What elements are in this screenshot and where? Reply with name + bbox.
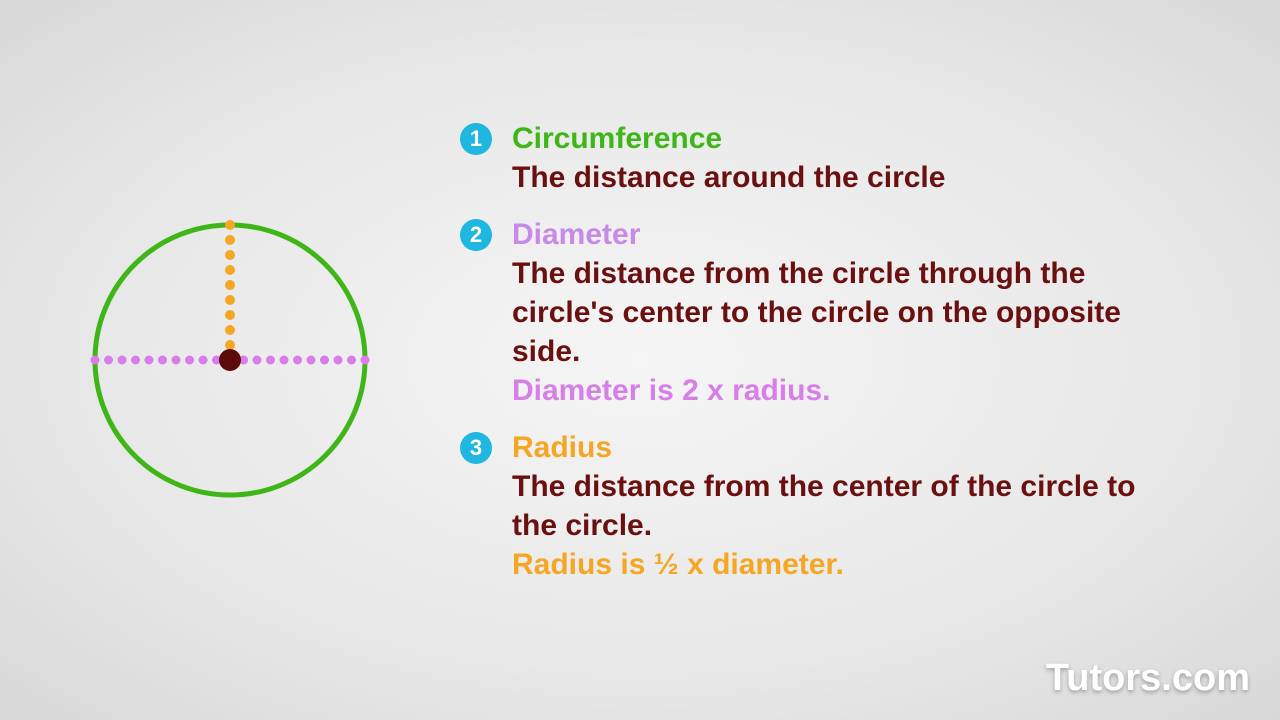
radius-dot xyxy=(225,340,235,350)
diameter-dot xyxy=(199,356,208,365)
definition-item: 1 CircumferenceThe distance around the ci… xyxy=(460,119,1160,197)
main-container: 1 CircumferenceThe distance around the ci… xyxy=(0,0,1280,720)
diameter-dot xyxy=(280,356,289,365)
radius-dot xyxy=(225,280,235,290)
diameter-dot xyxy=(172,356,181,365)
center-dot xyxy=(219,349,241,371)
diameter-dot xyxy=(266,356,275,365)
radius-dot xyxy=(225,250,235,260)
definition-content: RadiusThe distance from the center of th… xyxy=(512,428,1160,584)
diameter-dot xyxy=(307,356,316,365)
diameter-dot xyxy=(320,356,329,365)
diameter-dot xyxy=(145,356,154,365)
definition-formula: Radius is ½ x diameter. xyxy=(512,545,1160,584)
definition-text: The distance from the circle through the… xyxy=(512,254,1160,371)
diameter-dot xyxy=(118,356,127,365)
diameter-dot xyxy=(158,356,167,365)
diameter-dot xyxy=(185,356,194,365)
circle-diagram xyxy=(0,200,460,520)
diameter-dot xyxy=(361,356,370,365)
diameter-dot xyxy=(104,356,113,365)
diameter-dot xyxy=(131,356,140,365)
number-badge: 2 xyxy=(460,219,492,251)
definition-text: The distance around the circle xyxy=(512,158,1160,197)
radius-dot xyxy=(225,325,235,335)
diameter-dot xyxy=(253,356,262,365)
definition-content: DiameterThe distance from the circle thr… xyxy=(512,215,1160,410)
number-badge: 1 xyxy=(460,123,492,155)
definition-item: 3 RadiusThe distance from the center of t… xyxy=(460,428,1160,584)
definitions-list: 1 CircumferenceThe distance around the ci… xyxy=(460,119,1280,602)
definition-title: Radius xyxy=(512,428,1160,467)
radius-dot xyxy=(225,310,235,320)
diameter-dot xyxy=(334,356,343,365)
diameter-dot xyxy=(91,356,100,365)
definition-text: The distance from the center of the circ… xyxy=(512,467,1160,545)
radius-dot xyxy=(225,220,235,230)
radius-dot xyxy=(225,265,235,275)
definition-title: Circumference xyxy=(512,119,1160,158)
diameter-dot xyxy=(293,356,302,365)
radius-dot xyxy=(225,235,235,245)
diameter-dot xyxy=(347,356,356,365)
watermark: Tutors.com xyxy=(1046,657,1250,700)
definition-item: 2 DiameterThe distance from the circle th… xyxy=(460,215,1160,410)
circle-svg xyxy=(70,200,390,520)
radius-dot xyxy=(225,295,235,305)
number-badge: 3 xyxy=(460,432,492,464)
definition-title: Diameter xyxy=(512,215,1160,254)
definition-formula: Diameter is 2 x radius. xyxy=(512,371,1160,410)
definition-content: CircumferenceThe distance around the cir… xyxy=(512,119,1160,197)
